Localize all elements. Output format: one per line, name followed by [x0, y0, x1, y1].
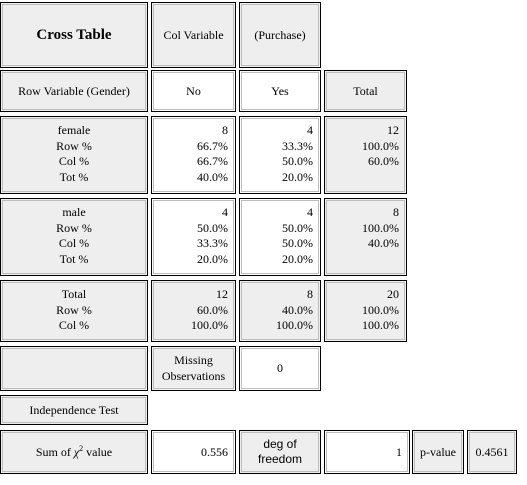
- totals-total-cell: 20 100.0% 100.0%: [324, 280, 407, 342]
- col-header-no: No: [151, 70, 236, 112]
- row-percent-value: 33.3%: [282, 138, 313, 153]
- col-percent-value: 100.0%: [276, 318, 313, 332]
- row-percent-value: 40.0%: [282, 302, 313, 317]
- col-percent-value: 100.0%: [362, 318, 399, 332]
- missing-label-line1: Missing: [174, 353, 213, 367]
- totals-label: Total: [61, 287, 87, 301]
- col-header-no-label: No: [186, 83, 201, 98]
- female-total-cell: 12 100.0% 60.0%: [324, 116, 407, 194]
- col-percent-value: 100.0%: [191, 318, 228, 332]
- chi-square-value: 0.556: [201, 444, 228, 459]
- pvalue-cell: 0.4561: [467, 430, 517, 474]
- chi-square-label-prefix: Sum of: [35, 445, 74, 459]
- row-percent-value: 60.0%: [197, 302, 228, 317]
- row-percent-value: 100.0%: [362, 138, 399, 153]
- totals-no-cell: 12 60.0% 100.0%: [151, 280, 236, 342]
- missing-value: 0: [277, 361, 283, 375]
- chi-square-value-cell: 0.556: [151, 430, 236, 474]
- col-header-yes: Yes: [239, 70, 321, 112]
- missing-blank-cell: [0, 346, 148, 391]
- tot-percent-value: 20.0%: [282, 169, 313, 184]
- col-percent-value: 50.0%: [282, 236, 313, 250]
- count-value: 20: [387, 287, 399, 301]
- col-variable-name: (Purchase): [254, 27, 306, 42]
- dof-label-line1: deg of: [263, 436, 297, 451]
- col-header-total: Total: [324, 70, 407, 112]
- tot-percent-label: Tot %: [59, 251, 89, 266]
- col-percent-value: 66.7%: [197, 154, 228, 168]
- col-variable-name-cell: (Purchase): [239, 2, 321, 68]
- pvalue: 0.4561: [475, 444, 509, 459]
- female-no-cell: 8 66.7% 66.7% 40.0%: [151, 116, 236, 194]
- totals-yes-cell: 8 40.0% 100.0%: [239, 280, 321, 342]
- chi-square-label: Sum of χ2 value: [36, 444, 112, 460]
- missing-value-cell: 0: [239, 346, 321, 391]
- dof-label-line2: freedom: [257, 452, 303, 466]
- row-percent-value: 100.0%: [362, 302, 399, 317]
- male-yes-cell: 4 50.0% 50.0% 20.0%: [239, 198, 321, 276]
- pvalue-label-cell: p-value: [412, 430, 464, 474]
- chi-symbol: χ: [73, 445, 80, 459]
- count-value: 4: [307, 205, 313, 219]
- tot-percent-value: 40.0%: [197, 169, 228, 184]
- independence-test-heading-cell: Independence Test: [0, 395, 148, 425]
- male-total-cell: 8 100.0% 40.0%: [324, 198, 407, 276]
- count-value: 8: [393, 205, 399, 219]
- row-group-male-labels: male Row % Col % Tot %: [0, 198, 148, 276]
- row-group-label: male: [62, 205, 86, 219]
- missing-label-line2: Observations: [161, 368, 226, 383]
- row-variable-label-cell: Row Variable (Gender): [0, 70, 148, 112]
- col-percent-label: Col %: [58, 236, 90, 250]
- row-percent-label: Row %: [56, 220, 92, 235]
- row-group-label: female: [57, 123, 91, 137]
- row-percent-value: 50.0%: [197, 220, 228, 235]
- row-percent-label: Row %: [56, 138, 92, 153]
- row-group-female-labels: female Row % Col % Tot %: [0, 116, 148, 194]
- col-percent-label: Col %: [58, 154, 90, 168]
- dof-value-cell: 1: [324, 430, 410, 474]
- row-percent-value: 66.7%: [197, 138, 228, 153]
- chi-square-label-cell: Sum of χ2 value: [0, 430, 148, 474]
- chi-square-label-suffix: value: [83, 445, 113, 459]
- pvalue-label: p-value: [420, 444, 456, 459]
- count-value: 12: [216, 287, 228, 301]
- col-percent-value: 40.0%: [368, 236, 399, 250]
- col-variable-label-cell: Col Variable: [151, 2, 236, 68]
- count-value: 8: [307, 287, 313, 301]
- col-percent-value: 60.0%: [368, 154, 399, 168]
- row-percent-label: Row %: [56, 302, 92, 317]
- independence-test-heading: Independence Test: [29, 402, 119, 417]
- count-value: 8: [222, 123, 228, 137]
- row-percent-value: 50.0%: [282, 220, 313, 235]
- col-variable-label: Col Variable: [163, 27, 224, 42]
- col-percent-value: 33.3%: [197, 236, 228, 250]
- missing-label-cell: Missing Observations: [151, 346, 236, 391]
- count-value: 4: [307, 123, 313, 137]
- chi-superscript: 2: [79, 444, 84, 453]
- cross-table-title: Cross Table: [36, 26, 112, 43]
- count-value: 4: [222, 205, 228, 219]
- col-header-yes-label: Yes: [271, 83, 289, 98]
- dof-label-cell: deg of freedom: [239, 430, 321, 474]
- count-value: 12: [387, 123, 399, 137]
- dof-value: 1: [396, 444, 402, 459]
- female-yes-cell: 4 33.3% 50.0% 20.0%: [239, 116, 321, 194]
- cross-table-title-cell: Cross Table: [0, 2, 148, 68]
- male-no-cell: 4 50.0% 33.3% 20.0%: [151, 198, 236, 276]
- col-percent-label: Col %: [58, 318, 90, 332]
- row-variable-label: Row Variable (Gender): [18, 83, 130, 98]
- row-percent-value: 100.0%: [362, 220, 399, 235]
- col-header-total-label: Total: [353, 83, 378, 98]
- tot-percent-value: 20.0%: [197, 251, 228, 266]
- tot-percent-label: Tot %: [59, 169, 89, 184]
- col-percent-value: 50.0%: [282, 154, 313, 168]
- tot-percent-value: 20.0%: [282, 251, 313, 266]
- totals-labels: Total Row % Col %: [0, 280, 148, 342]
